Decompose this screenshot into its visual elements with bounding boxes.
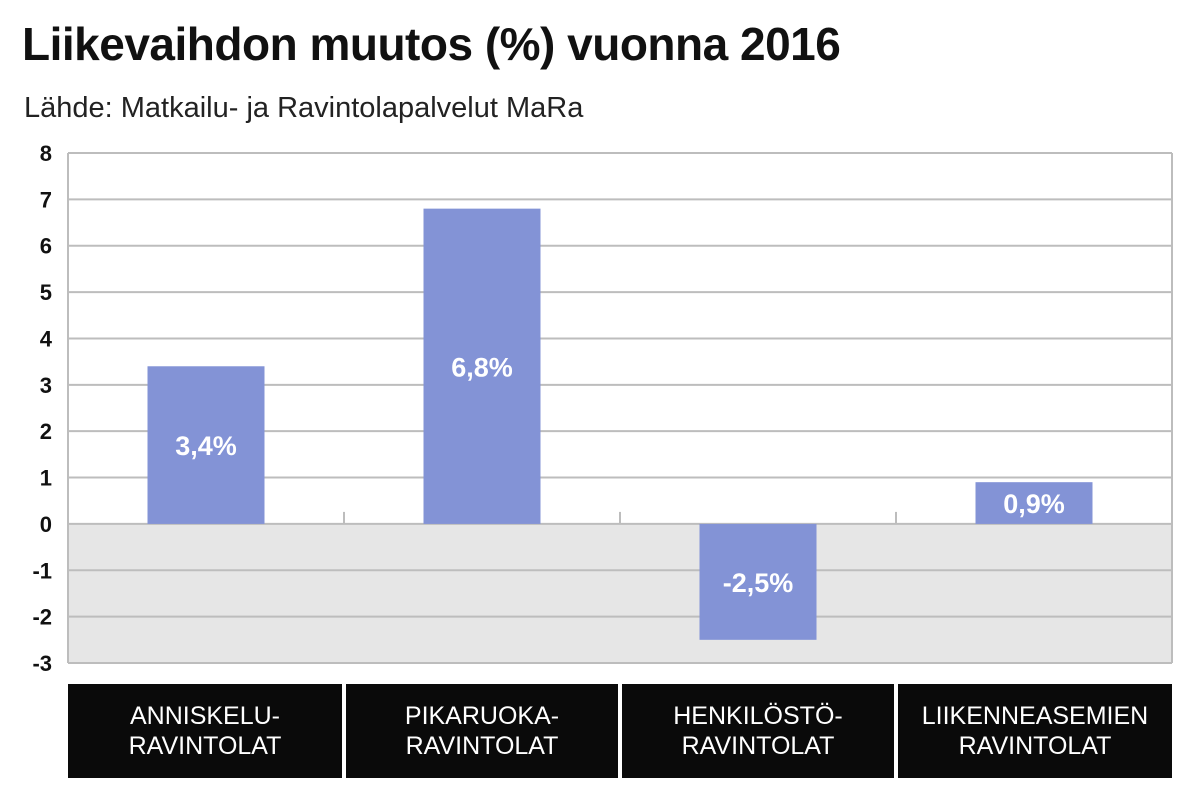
y-tick-label: 4	[40, 326, 53, 351]
negative-region	[68, 523, 1172, 663]
category-label: ANNISKELU- RAVINTOLAT	[68, 684, 342, 778]
bar	[147, 366, 265, 524]
category-label: HENKILÖSTÖ- RAVINTOLAT	[622, 684, 894, 778]
chart-subtitle: Lähde: Matkailu- ja Ravintolapalvelut Ma…	[24, 92, 584, 124]
bar-data-label: 0,9%	[1003, 489, 1065, 519]
category-label: LIIKENNEASEMIEN RAVINTOLAT	[898, 684, 1172, 778]
y-tick-label: 0	[40, 512, 52, 537]
bar	[423, 208, 541, 524]
bar	[975, 482, 1093, 524]
y-tick-label: -2	[32, 605, 52, 630]
bar-data-label: -2,5%	[723, 568, 794, 598]
bar-data-label: 3,4%	[175, 431, 237, 461]
y-tick-label: -1	[32, 558, 52, 583]
y-tick-label: 6	[40, 234, 52, 259]
y-tick-label: 3	[40, 373, 52, 398]
y-tick-label: 7	[40, 187, 52, 212]
y-tick-label: 5	[40, 280, 52, 305]
y-tick-label: -3	[32, 651, 52, 676]
bar-data-label: 6,8%	[451, 352, 513, 382]
chart-title: Liikevaihdon muutos (%) vuonna 2016	[22, 18, 841, 70]
bar	[699, 523, 817, 640]
category-label: PIKARUOKA- RAVINTOLAT	[346, 684, 618, 778]
y-tick-label: 2	[40, 419, 52, 444]
y-tick-label: 8	[40, 141, 52, 166]
y-tick-label: 1	[40, 466, 52, 491]
